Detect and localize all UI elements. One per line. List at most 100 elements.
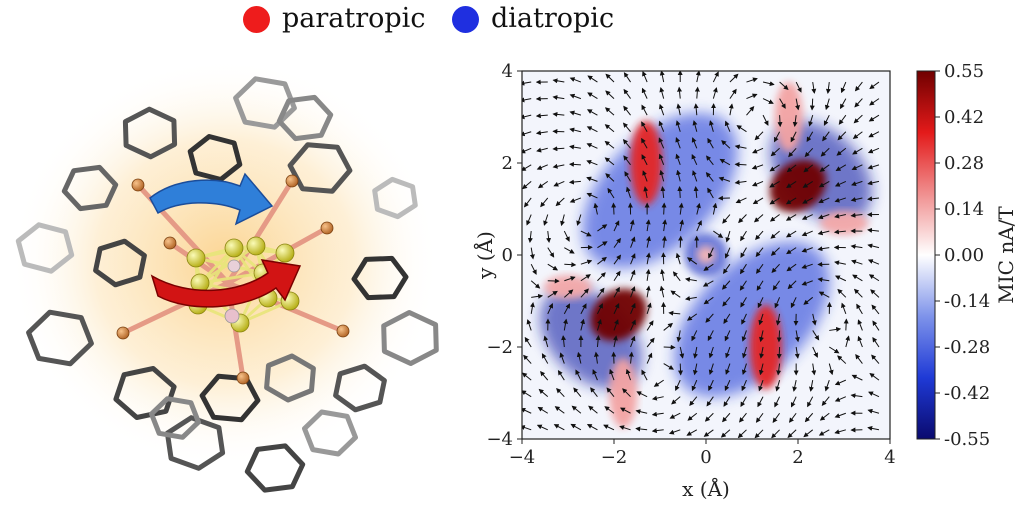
current-vector — [703, 296, 714, 305]
current-vector — [609, 368, 615, 381]
current-vector — [776, 346, 782, 359]
current-vector — [708, 247, 714, 259]
current-vector — [630, 236, 636, 248]
current-vector — [704, 412, 714, 422]
current-vector — [597, 256, 607, 265]
current-vector — [762, 81, 775, 87]
current-vector — [696, 202, 701, 215]
current-vector — [734, 179, 747, 185]
current-vector — [564, 247, 575, 254]
current-vector — [522, 147, 532, 154]
phosphorus-atom — [236, 371, 250, 385]
current-vector — [736, 125, 747, 133]
current-vector — [734, 162, 747, 167]
current-vector — [801, 280, 813, 286]
molecular-structure-illustration — [10, 58, 440, 493]
current-vector — [659, 87, 665, 99]
x-tick-label: 4 — [884, 447, 895, 468]
current-vector — [580, 303, 587, 315]
current-vector — [641, 104, 648, 116]
current-vector — [868, 114, 880, 122]
current-vector — [580, 230, 592, 237]
current-vector — [722, 297, 731, 307]
x-tick-label: −4 — [509, 447, 536, 468]
current-vector — [770, 247, 780, 256]
current-vector — [570, 423, 582, 431]
current-vector — [677, 86, 683, 99]
current-vector — [686, 313, 698, 321]
gold-atom — [186, 248, 206, 268]
current-vector — [642, 71, 648, 83]
current-vector — [851, 180, 863, 187]
current-vector — [834, 429, 846, 435]
paratropic-region — [609, 358, 638, 428]
current-vector — [691, 153, 698, 166]
legend-marker-paratropic — [243, 5, 270, 33]
current-vector — [811, 363, 817, 376]
current-vector — [605, 90, 615, 99]
current-vector — [651, 411, 664, 417]
current-vector — [867, 196, 880, 202]
current-vector — [569, 77, 582, 83]
current-vector — [817, 246, 830, 252]
current-vector — [527, 231, 533, 243]
current-vector — [622, 388, 631, 398]
current-vector — [646, 337, 655, 348]
current-vector — [840, 81, 847, 94]
current-vector — [824, 98, 830, 111]
current-vector — [554, 406, 565, 414]
current-vector — [740, 396, 747, 408]
current-vector — [604, 124, 615, 133]
current-vector — [679, 346, 685, 359]
current-vector — [524, 336, 532, 348]
x-axis-label: x (Å) — [682, 476, 730, 501]
current-vector — [555, 197, 565, 207]
current-vector — [613, 220, 620, 232]
current-vector — [795, 98, 800, 111]
current-vector — [540, 370, 549, 381]
current-vector — [794, 330, 800, 343]
paratropic-region — [769, 159, 827, 213]
y-tick-label: −4 — [486, 429, 513, 450]
current-vector — [561, 335, 567, 348]
current-vector — [751, 180, 764, 187]
current-vector — [742, 346, 747, 359]
current-vector — [868, 391, 880, 398]
phosphorus-atom — [285, 174, 299, 188]
current-vector — [693, 103, 699, 116]
current-vector — [707, 187, 714, 199]
current-vector — [645, 252, 651, 265]
current-vector — [803, 164, 814, 173]
current-vector — [623, 88, 631, 99]
current-vector — [676, 103, 682, 116]
current-vector — [669, 412, 681, 419]
current-vector — [676, 330, 682, 343]
current-vector — [619, 425, 631, 431]
current-vector — [801, 214, 813, 220]
current-vector — [607, 187, 615, 199]
current-vector — [671, 396, 681, 405]
phenyl-ring — [93, 238, 147, 288]
current-vector — [604, 406, 615, 414]
phenyl-ring — [187, 134, 243, 182]
current-vector — [762, 114, 769, 126]
current-vector — [693, 346, 698, 359]
current-vector — [753, 214, 764, 223]
current-vector — [675, 120, 681, 132]
phenyl-ring — [122, 106, 178, 160]
current-vector — [576, 351, 582, 364]
current-vector — [811, 313, 817, 326]
current-vector — [645, 268, 651, 281]
colorbar-ticks: 0.55 0.42 0.28 0.14 0.00 -0.14 -0.28 -0.42 -0.55 — [935, 61, 990, 450]
current-vector — [636, 391, 648, 398]
current-vector — [785, 214, 797, 221]
current-vector — [523, 354, 532, 364]
current-vector — [660, 268, 665, 281]
phenyl-ring — [149, 396, 201, 440]
phenyl-ring — [333, 363, 387, 413]
current-vector — [812, 346, 818, 358]
current-vector — [537, 406, 549, 414]
current-vector — [870, 289, 880, 298]
current-vector — [818, 291, 830, 298]
